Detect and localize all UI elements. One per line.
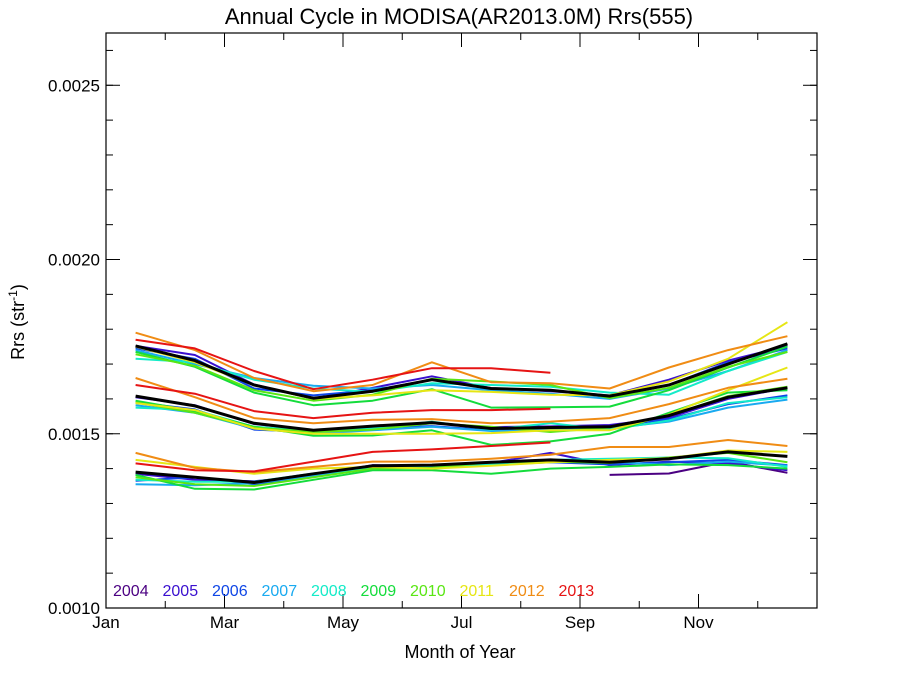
x-tick-label: Mar: [210, 613, 240, 632]
legend-entry-2008: 2008: [311, 583, 347, 600]
series-line-2009-lower: [135, 463, 788, 491]
x-tick-label: Jul: [451, 613, 473, 632]
legend-entry-2013: 2013: [559, 583, 595, 600]
legend-entry-2011: 2011: [460, 583, 495, 600]
y-axis-label: Rrs (str-1): [6, 284, 28, 360]
series-line-2012-upper: [135, 331, 788, 393]
plot-frame: [105, 32, 818, 609]
legend-entry-2005: 2005: [163, 583, 199, 600]
legend: 2004 2005 2006 2007 2008 2009 2010 2011 2012 2013: [113, 583, 594, 600]
y-tick-label: 0.0025: [48, 76, 100, 95]
x-axis-label: Month of Year: [404, 642, 515, 662]
x-tick-label: Nov: [683, 613, 714, 632]
x-tick-label: Sep: [565, 613, 595, 632]
climatology-line-upper: [135, 342, 788, 400]
chart-title: Annual Cycle in MODISA(AR2013.0M) Rrs(55…: [225, 4, 693, 29]
legend-entry-2007: 2007: [262, 583, 298, 600]
y-tick-label: 0.0020: [48, 251, 100, 270]
x-tick-label: Jan: [92, 613, 119, 632]
x-tick-label: May: [327, 613, 360, 632]
series-line-2013-upper: [135, 338, 551, 391]
series-line-2010-upper: [135, 350, 788, 402]
series-line-2013-middle: [135, 384, 551, 420]
series-line-2009-upper: [135, 345, 788, 409]
y-tick-label: 0.0010: [48, 599, 100, 618]
climatology-line-middle: [135, 386, 788, 432]
legend-entry-2010: 2010: [410, 583, 446, 600]
series-line-2012-middle: [135, 377, 788, 425]
series-line-2011-middle: [135, 366, 788, 435]
plot-area: 0.0010 0.0015 0.0020 0.0025 Jan Mar May Jul Sep N…: [48, 32, 818, 632]
climatology-line-lower: [135, 450, 788, 484]
legend-entry-2012: 2012: [509, 583, 545, 600]
y-axis-label-exponent: -1: [6, 290, 20, 301]
legend-entry-2004: 2004: [113, 583, 149, 600]
legend-entry-2006: 2006: [212, 583, 248, 600]
series-line-2013-lower: [135, 441, 551, 473]
y-axis-label-main: Rrs (str: [8, 301, 28, 360]
legend-entry-2009: 2009: [361, 583, 397, 600]
y-tick-label: 0.0015: [48, 425, 100, 444]
y-axis-label-tail: ): [8, 284, 28, 290]
